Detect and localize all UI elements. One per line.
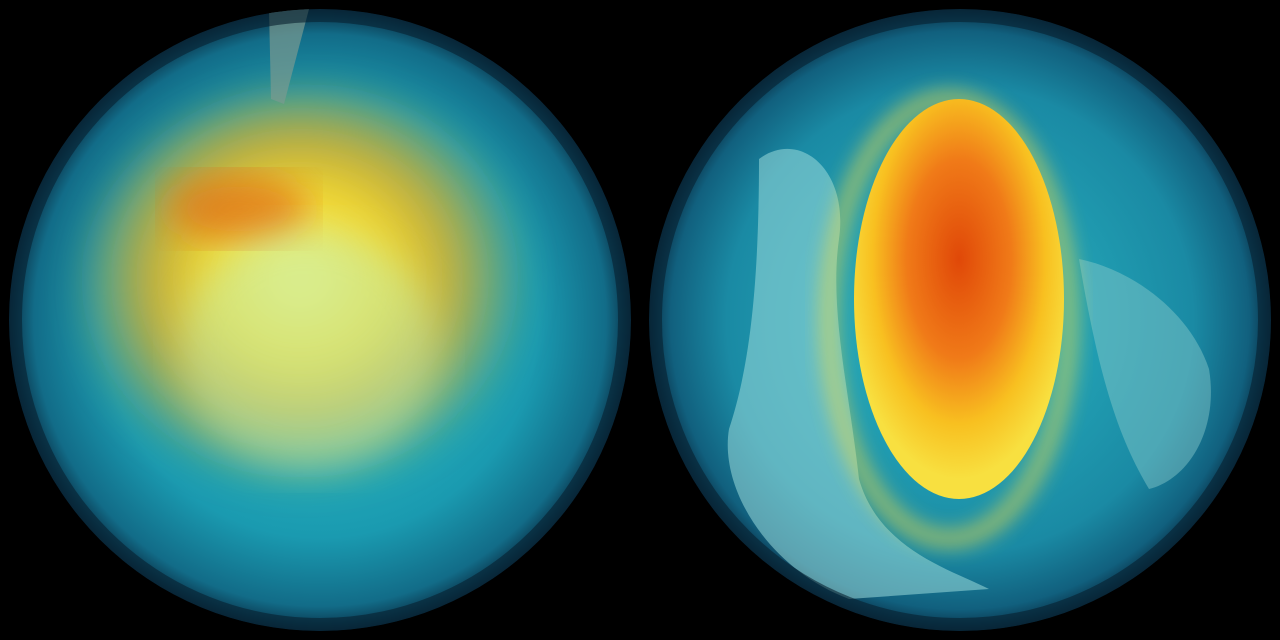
globe-left-visualization — [9, 9, 631, 631]
hotspot — [169, 174, 309, 244]
land-mass-west — [727, 148, 989, 599]
antarctica — [179, 229, 439, 469]
polar-vortex — [854, 99, 1064, 499]
land-mass-east — [1079, 259, 1211, 489]
globe-right-visualization — [649, 9, 1271, 631]
south-america-tip — [269, 9, 309, 104]
globe-southern-hemisphere — [9, 9, 631, 631]
globe-northern-hemisphere — [649, 9, 1271, 631]
vortex-edge — [822, 92, 1076, 546]
